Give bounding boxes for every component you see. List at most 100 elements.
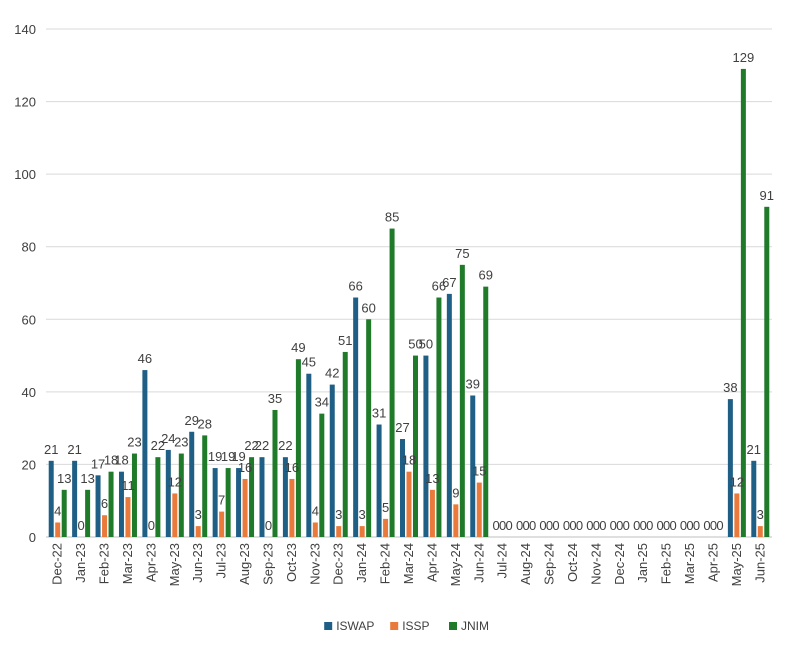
y-tick-label: 100 bbox=[14, 167, 36, 182]
data-label-iswap: 17 bbox=[91, 456, 105, 471]
data-label-jnim: 23 bbox=[174, 435, 188, 450]
data-label-jnim: 0 bbox=[529, 518, 536, 533]
data-label-iswap: 0 bbox=[680, 518, 687, 533]
data-label-issp: 3 bbox=[335, 507, 342, 522]
legend-swatch bbox=[449, 622, 457, 630]
x-tick-label: Apr-23 bbox=[143, 543, 158, 582]
x-tick-label: Dec-24 bbox=[612, 543, 627, 585]
x-tick-label: Dec-23 bbox=[331, 543, 346, 585]
data-label-issp: 0 bbox=[265, 518, 272, 533]
bar-jnim bbox=[483, 286, 489, 537]
x-tick-label: Jun-23 bbox=[190, 543, 205, 583]
y-tick-label: 140 bbox=[14, 22, 36, 37]
data-label-jnim: 0 bbox=[693, 518, 700, 533]
data-label-iswap: 0 bbox=[610, 518, 617, 533]
bar-jnim bbox=[108, 471, 114, 537]
bar-jnim bbox=[436, 297, 442, 537]
bar-iswap bbox=[189, 431, 195, 537]
bar-iswap bbox=[470, 395, 476, 537]
data-label-iswap: 21 bbox=[67, 442, 81, 457]
bar-iswap bbox=[400, 439, 405, 537]
data-label-iswap: 29 bbox=[184, 413, 198, 428]
bar-jnim bbox=[249, 457, 255, 537]
data-label-issp: 0 bbox=[710, 518, 717, 533]
bar-iswap bbox=[282, 457, 288, 537]
data-label-iswap: 19 bbox=[231, 449, 245, 464]
bar-iswap bbox=[212, 468, 218, 537]
bar-jnim bbox=[764, 206, 770, 538]
data-label-jnim: 49 bbox=[291, 340, 305, 355]
bar-issp bbox=[55, 522, 61, 537]
bar-issp bbox=[757, 526, 763, 537]
data-label-issp: 0 bbox=[640, 518, 647, 533]
data-label-jnim: 0 bbox=[552, 518, 559, 533]
bar-jnim bbox=[295, 359, 301, 537]
bar-issp bbox=[219, 511, 225, 537]
data-label-iswap: 39 bbox=[466, 376, 480, 391]
x-tick-label: Aug-23 bbox=[237, 543, 252, 585]
data-label-jnim: 69 bbox=[479, 268, 493, 283]
bar-iswap bbox=[353, 297, 359, 537]
data-label-issp: 0 bbox=[546, 518, 553, 533]
y-tick-label: 0 bbox=[29, 530, 36, 545]
data-label-iswap: 38 bbox=[723, 380, 737, 395]
data-label-jnim: 85 bbox=[385, 210, 399, 225]
data-label-iswap: 66 bbox=[348, 279, 362, 294]
data-label-issp: 3 bbox=[195, 507, 202, 522]
x-tick-label: May-24 bbox=[448, 543, 463, 586]
data-label-jnim: 23 bbox=[127, 435, 141, 450]
data-label-iswap: 0 bbox=[586, 518, 593, 533]
x-tick-label: Feb-24 bbox=[378, 543, 393, 584]
bar-iswap bbox=[48, 460, 54, 537]
data-label-jnim: 18 bbox=[104, 453, 118, 468]
bar-issp bbox=[359, 526, 365, 537]
bar-jnim bbox=[319, 413, 325, 537]
x-tick-label: Sep-23 bbox=[260, 543, 275, 585]
data-label-iswap: 0 bbox=[703, 518, 710, 533]
data-label-jnim: 0 bbox=[646, 518, 653, 533]
data-label-iswap: 0 bbox=[563, 518, 570, 533]
data-label-jnim: 51 bbox=[338, 333, 352, 348]
data-label-issp: 0 bbox=[78, 518, 85, 533]
bar-issp bbox=[125, 497, 131, 537]
bar-jnim bbox=[178, 453, 184, 537]
data-label-issp: 6 bbox=[101, 496, 108, 511]
x-tick-label: Jul-24 bbox=[495, 543, 510, 578]
x-tick-label: Jun-24 bbox=[471, 543, 486, 583]
data-label-jnim: 0 bbox=[506, 518, 513, 533]
bar-iswap bbox=[95, 475, 101, 537]
y-tick-label: 120 bbox=[14, 95, 36, 110]
data-label-issp: 3 bbox=[757, 507, 764, 522]
y-tick-label: 60 bbox=[22, 312, 36, 327]
data-label-iswap: 21 bbox=[747, 442, 761, 457]
data-label-jnim: 50 bbox=[408, 337, 422, 352]
data-label-iswap: 0 bbox=[539, 518, 546, 533]
data-label-iswap: 0 bbox=[516, 518, 523, 533]
x-tick-label: May-25 bbox=[729, 543, 744, 586]
data-labels: 2141321013176181811234602224122329328197… bbox=[44, 50, 774, 533]
data-label-iswap: 0 bbox=[656, 518, 663, 533]
data-label-issp: 16 bbox=[238, 460, 252, 475]
x-tick-label: Oct-23 bbox=[284, 543, 299, 582]
bar-jnim bbox=[61, 489, 67, 537]
legend: ISWAP ISSP JNIM bbox=[324, 619, 489, 633]
data-label-issp: 18 bbox=[402, 453, 416, 468]
data-label-issp: 0 bbox=[499, 518, 506, 533]
bar-jnim bbox=[413, 355, 418, 537]
bar-iswap bbox=[306, 373, 312, 537]
bar-jnim bbox=[740, 68, 746, 538]
x-tick-label: Nov-23 bbox=[307, 543, 322, 585]
data-label-issp: 7 bbox=[218, 493, 225, 508]
data-label-jnim: 0 bbox=[576, 518, 583, 533]
data-label-issp: 12 bbox=[730, 474, 744, 489]
bar-iswap bbox=[259, 457, 265, 537]
data-label-iswap: 31 bbox=[372, 406, 386, 421]
x-tick-label: Sep-24 bbox=[542, 543, 557, 585]
bar-iswap bbox=[751, 460, 757, 537]
data-label-issp: 3 bbox=[359, 507, 366, 522]
bar-jnim bbox=[272, 410, 278, 537]
data-label-jnim: 91 bbox=[760, 188, 774, 203]
data-label-issp: 9 bbox=[452, 485, 459, 500]
data-label-jnim: 34 bbox=[315, 395, 329, 410]
data-label-issp: 0 bbox=[569, 518, 576, 533]
